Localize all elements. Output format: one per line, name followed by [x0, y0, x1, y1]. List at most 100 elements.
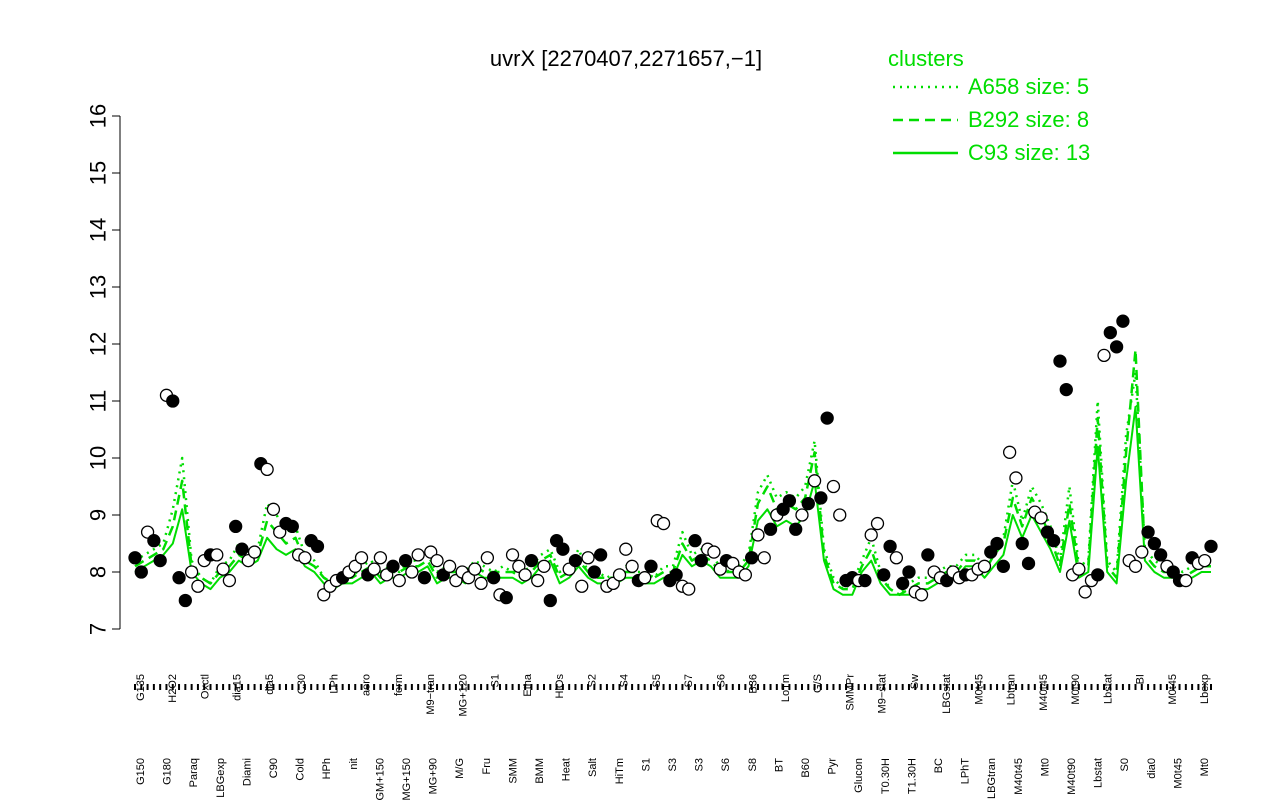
x-tick-label: T1.30H	[906, 758, 918, 794]
x-axis-ticks: G135 H2O2 Oxctl dia15 dia5 C30 LPh aero ferm M9−t…	[134, 673, 1212, 800]
x-tick-label: GM+150	[374, 758, 386, 800]
x-tick-label: M0t45	[1167, 674, 1179, 705]
data-point	[745, 551, 759, 565]
x-tick-label: Etha	[522, 673, 534, 697]
data-point	[902, 565, 916, 579]
y-tick-label: 14	[86, 218, 111, 242]
legend: clusters A658 size: 5 B292 size: 8 C93 siz…	[888, 46, 1090, 165]
y-tick-label: 7	[86, 623, 111, 635]
data-point	[977, 559, 992, 573]
data-point	[593, 548, 608, 562]
x-tick-label: dia15	[232, 674, 244, 701]
data-point	[543, 593, 557, 608]
data-point	[247, 545, 262, 559]
x-tick-label: LBGstat	[941, 674, 953, 714]
x-tick-label: LoTm	[780, 674, 792, 702]
x-tick-label: HiTm	[614, 758, 626, 784]
y-tick-label: 16	[86, 104, 111, 128]
data-point	[442, 559, 457, 573]
data-point	[1128, 559, 1143, 573]
x-tick-label: Diami	[241, 758, 253, 786]
data-point	[864, 528, 878, 542]
x-tick-label: BMM	[534, 758, 546, 784]
data-point	[1109, 340, 1124, 354]
data-point	[789, 522, 803, 536]
x-tick-label: S1	[640, 758, 652, 771]
x-tick-label: S3	[667, 758, 679, 771]
x-tick-label: MG+90	[428, 758, 440, 794]
legend-label: B292 size: 8	[968, 107, 1089, 132]
data-point	[707, 545, 721, 559]
data-point	[877, 568, 891, 582]
x-tick-label: S1	[490, 674, 502, 687]
legend-label: C93 size: 13	[968, 140, 1090, 165]
data-point	[644, 559, 658, 573]
data-point	[1072, 562, 1086, 576]
x-tick-label: dia5	[264, 674, 276, 695]
data-point	[537, 559, 551, 573]
data-point	[405, 565, 419, 579]
data-point	[638, 571, 652, 585]
data-point	[575, 579, 589, 593]
data-point	[499, 591, 513, 605]
x-tick-label: MG+120	[457, 674, 469, 717]
data-point	[1097, 348, 1111, 363]
data-point	[430, 553, 444, 568]
data-point	[688, 534, 702, 548]
data-point	[1135, 545, 1149, 559]
data-point	[625, 559, 639, 573]
x-tick-label: S5	[651, 674, 663, 687]
y-tick-label: 9	[86, 509, 111, 521]
x-tick-label: Heat	[561, 758, 573, 781]
data-point	[1154, 548, 1168, 562]
data-point	[858, 573, 872, 588]
x-tick-label: T0.30H	[880, 758, 892, 794]
x-tick-label: Cold	[295, 758, 307, 781]
data-point	[367, 562, 381, 576]
x-tick-label: S0	[1119, 758, 1131, 771]
data-point	[870, 516, 885, 531]
data-point	[814, 491, 828, 505]
data-point	[480, 551, 495, 565]
data-point	[1204, 539, 1218, 553]
x-tick-label: S2	[586, 674, 598, 687]
data-point	[807, 474, 822, 488]
data-point	[556, 542, 570, 556]
x-tick-label: M40t45	[1013, 758, 1025, 795]
data-point	[298, 551, 312, 565]
data-point	[801, 496, 815, 511]
data-point	[883, 539, 897, 553]
data-point	[896, 576, 910, 591]
data-point	[178, 593, 192, 608]
x-tick-label: C30	[296, 674, 308, 694]
x-tick-label: S6	[715, 674, 727, 687]
legend-title: clusters	[888, 46, 964, 71]
x-tick-label: Salt	[587, 758, 599, 777]
x-tick-label: M/G	[454, 758, 466, 779]
x-tick-label: LBGtran	[986, 758, 998, 799]
y-tick-label: 15	[86, 161, 111, 185]
data-point	[1103, 325, 1117, 340]
x-tick-label: nit	[348, 758, 360, 770]
data-point	[210, 548, 224, 562]
data-point	[612, 568, 627, 582]
x-tick-label: MG+150	[401, 758, 413, 800]
x-tick-label: Glucon	[853, 758, 865, 793]
x-tick-label: aero	[361, 674, 373, 696]
data-point	[1021, 556, 1036, 571]
x-tick-label: Paraq	[188, 758, 200, 787]
data-point	[587, 565, 601, 579]
x-tick-label: M40t45	[1038, 674, 1050, 711]
data-point	[468, 562, 482, 576]
data-point	[153, 553, 167, 568]
data-point	[386, 559, 400, 573]
x-tick-label: M9−stat	[877, 674, 889, 713]
data-point	[1034, 511, 1048, 525]
data-point	[1078, 585, 1092, 599]
data-point	[147, 534, 161, 548]
data-point	[235, 542, 249, 556]
x-tick-label: S6	[720, 758, 732, 771]
x-tick-label: H2O2	[167, 674, 179, 703]
x-tick-label: S7	[683, 674, 695, 687]
